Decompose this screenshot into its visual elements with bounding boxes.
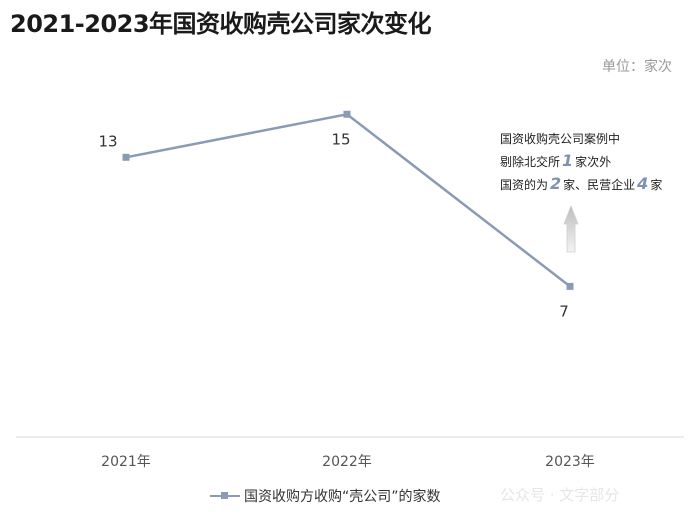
- annotation-number: 4: [637, 174, 649, 193]
- data-point: [343, 110, 351, 118]
- data-label: 7: [559, 302, 569, 320]
- chart-legend: 国资收购方收购“壳公司”的家数: [210, 486, 441, 506]
- x-tick-label: 2021年: [101, 454, 151, 470]
- up-arrow-icon: [563, 204, 579, 253]
- watermark: 公众号 · 文字部分: [500, 486, 620, 504]
- legend-line-marker-icon: [210, 489, 240, 503]
- annotation-line-3: 国资的为 2 家、民营企业 4 家: [500, 174, 663, 193]
- annotation-line-1: 国资收购壳公司案例中: [500, 132, 621, 146]
- annotation-box: 国资收购壳公司案例中 剔除北交所 1 家次外 国资的为 2 家、民营企业 4 家: [500, 128, 662, 196]
- legend-label: 国资收购方收购“壳公司”的家数: [244, 489, 441, 505]
- x-tick-label: 2023年: [545, 454, 595, 470]
- annotation-number: 2: [550, 174, 562, 193]
- unit-label: 单位：家次: [602, 59, 672, 75]
- x-tick-label: 2022年: [322, 454, 372, 470]
- data-point: [566, 282, 574, 290]
- data-point: [122, 153, 130, 161]
- annotation-number: 1: [562, 151, 574, 170]
- data-label: 15: [331, 130, 350, 148]
- data-label: 13: [98, 132, 117, 150]
- chart-title: 2021-2023年国资收购壳公司家次变化: [10, 10, 432, 38]
- annotation-line-2: 剔除北交所 1 家次外: [500, 151, 612, 170]
